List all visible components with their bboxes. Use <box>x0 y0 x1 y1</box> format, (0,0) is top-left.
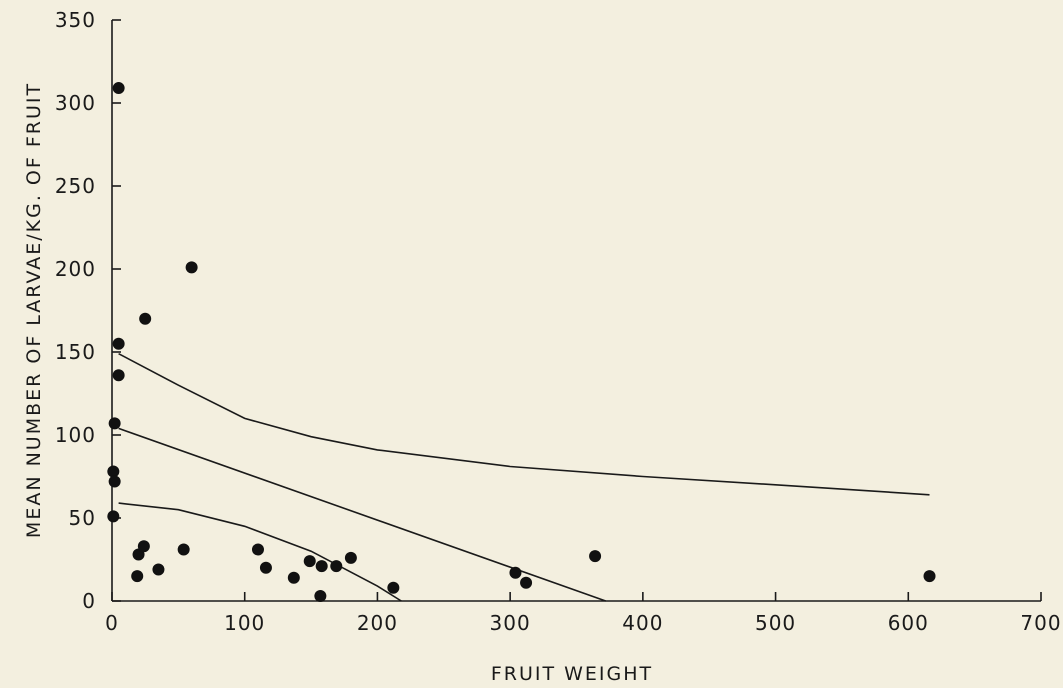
y-axis-ticks: 0 50 100 150 200 250 300 350 <box>55 8 121 613</box>
data-point <box>387 581 400 594</box>
data-point <box>330 560 343 573</box>
data-point <box>137 540 150 553</box>
x-tick-label: 300 <box>490 611 531 635</box>
data-point <box>589 550 602 563</box>
x-axis-ticks: 0 100 200 300 400 500 600 700 <box>105 592 1061 635</box>
data-point <box>107 465 120 478</box>
data-point <box>259 561 272 574</box>
x-tick-label: 200 <box>357 611 398 635</box>
data-point <box>152 563 165 576</box>
y-tick-label: 300 <box>55 91 96 115</box>
y-axis-title: MEAN NUMBER OF LARVAE/KG. OF FRUIT <box>23 82 45 538</box>
data-point <box>923 570 936 583</box>
data-point <box>251 543 264 556</box>
x-tick-label: 600 <box>888 611 929 635</box>
data-point <box>107 510 120 523</box>
x-tick-label: 400 <box>622 611 663 635</box>
data-point <box>131 570 144 583</box>
x-axis-title: FRUIT WEIGHT <box>491 663 653 685</box>
fit-lines <box>118 352 930 602</box>
data-point <box>139 312 152 325</box>
data-point <box>315 560 328 573</box>
data-point <box>287 571 300 584</box>
data-point <box>112 369 125 382</box>
fit-line <box>118 502 402 602</box>
y-tick-label: 0 <box>82 589 96 613</box>
data-point <box>177 543 190 556</box>
y-tick-label: 50 <box>69 506 96 530</box>
data-point <box>344 551 357 564</box>
y-tick-label: 250 <box>55 174 96 198</box>
data-point <box>303 555 316 568</box>
fit-line <box>118 427 606 602</box>
y-tick-label: 100 <box>55 423 96 447</box>
x-tick-label: 0 <box>105 611 119 635</box>
y-tick-label: 200 <box>55 257 96 281</box>
x-tick-label: 100 <box>224 611 265 635</box>
data-point <box>509 566 522 579</box>
data-point <box>520 576 533 589</box>
data-point <box>108 417 121 430</box>
data-point <box>314 590 327 603</box>
axes <box>111 20 1041 602</box>
y-tick-label: 350 <box>55 8 96 32</box>
data-points <box>107 82 936 603</box>
x-tick-label: 500 <box>755 611 796 635</box>
x-tick-label: 700 <box>1020 611 1061 635</box>
fit-line <box>118 352 930 496</box>
y-tick-label: 150 <box>55 340 96 364</box>
data-point <box>112 82 125 95</box>
data-point <box>185 261 198 274</box>
data-point <box>108 475 121 488</box>
data-point <box>112 337 125 350</box>
